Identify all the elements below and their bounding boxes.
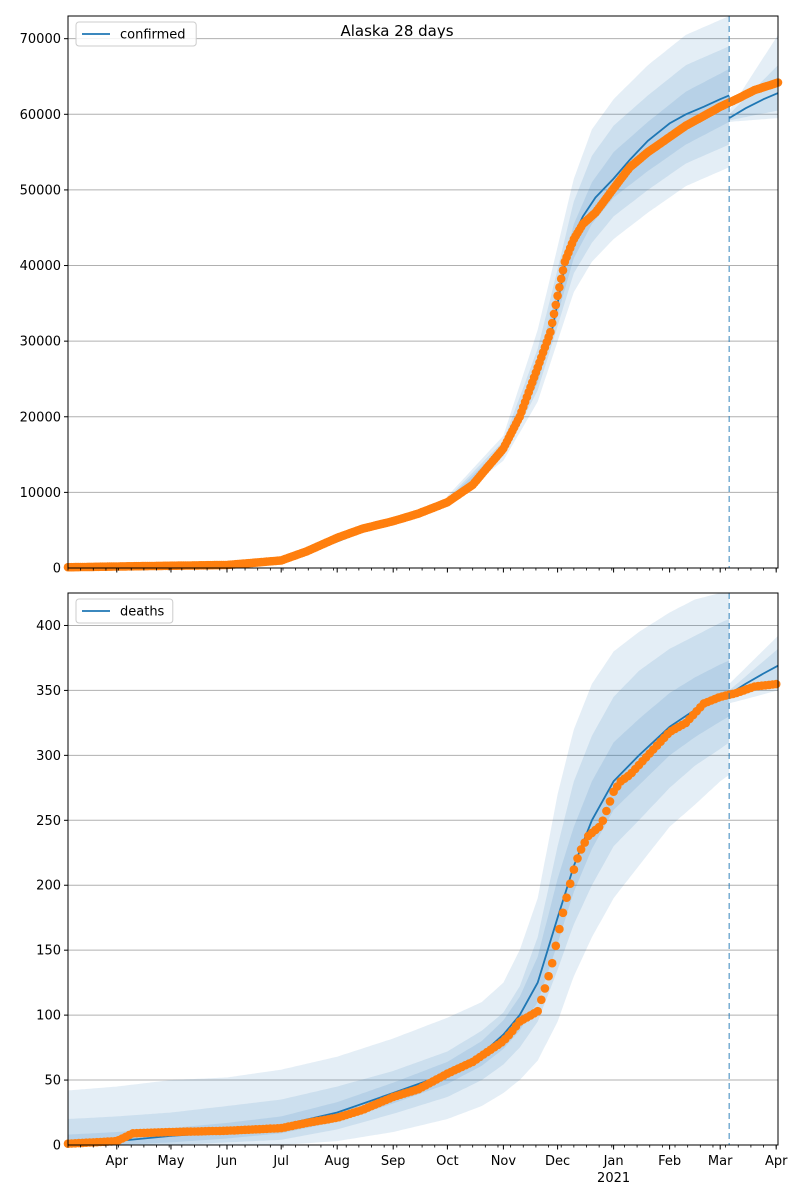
y-tick-label: 0 — [53, 1139, 61, 1154]
x-tick-label: Nov — [491, 1154, 517, 1169]
legend: confirmed — [75, 21, 197, 47]
observed-point — [558, 908, 568, 918]
confirmed-chart: 0 10000 20000 30000 40000 50000 60000 70000 conf… — [20, 15, 783, 577]
observed-point — [540, 984, 550, 993]
y-tick-label: 350 — [36, 684, 61, 699]
uncertainty-band — [68, 619, 730, 1145]
observed-point — [555, 924, 564, 934]
observed-point — [551, 300, 561, 310]
legend: deaths — [75, 598, 174, 624]
y-tick-label: 20000 — [20, 410, 61, 425]
y-tick-label: 50000 — [20, 183, 61, 198]
y-tick-label: 70000 — [20, 32, 61, 47]
observed-point — [551, 941, 561, 951]
x-tick-label: Sep — [381, 1154, 406, 1169]
observed-point — [556, 274, 566, 284]
observed-point — [569, 865, 579, 874]
plot-frame — [67, 592, 779, 1146]
x-tick-label: Apr — [765, 1154, 788, 1169]
observed-point — [546, 327, 555, 337]
uncertainty-band — [68, 660, 730, 1145]
x-tick-label: Apr — [106, 1154, 129, 1169]
observed-point — [771, 679, 781, 689]
y-tick-label: 300 — [36, 749, 61, 764]
y-tick-label: 250 — [36, 814, 61, 829]
x-tick-sublabel: 2021 — [597, 1171, 630, 1186]
y-tick-label: 30000 — [20, 335, 61, 350]
observed-point — [555, 283, 564, 292]
observed-point — [549, 309, 559, 319]
legend-box — [75, 21, 197, 47]
observed-point — [576, 845, 586, 854]
x-tick-label: Jul — [272, 1154, 289, 1169]
deaths-chart: 0 50 100 150 200 250 300 350 400 Apr May Jun Jul Aug S… — [36, 592, 788, 1186]
observed-point — [553, 291, 562, 301]
uncertainty-band — [447, 16, 730, 506]
observed-point — [594, 822, 604, 832]
observed-point — [558, 266, 568, 275]
observed-point — [537, 995, 546, 1005]
uncertainty-band — [68, 593, 730, 1145]
legend-label: confirmed — [120, 28, 186, 43]
observed-point — [598, 816, 608, 825]
x-tick-label: Dec — [545, 1154, 570, 1169]
y-tick-label: 50 — [44, 1074, 61, 1089]
x-tick-label: Mar — [708, 1154, 733, 1169]
y-tick-label: 200 — [36, 879, 61, 894]
y-tick-label: 40000 — [20, 259, 61, 274]
observed-point — [573, 854, 582, 863]
uncertainty-band — [447, 46, 730, 504]
observed-point — [547, 318, 557, 328]
observed-point — [565, 879, 575, 888]
plot-frame — [67, 15, 779, 569]
observed-point — [605, 797, 615, 806]
observed-point — [580, 838, 589, 847]
observed-point — [547, 958, 557, 968]
legend-label: deaths — [120, 605, 165, 620]
legend-box — [75, 598, 174, 624]
y-tick-label: 10000 — [20, 486, 61, 501]
observed-point — [544, 971, 553, 981]
y-tick-label: 0 — [53, 562, 61, 577]
observed-point — [533, 1006, 542, 1016]
y-tick-label: 60000 — [20, 108, 61, 123]
x-tick-label: Jun — [216, 1154, 237, 1169]
uncertainty-band — [447, 68, 730, 503]
y-tick-label: 400 — [36, 619, 61, 634]
figure-title: Alaska 28 days — [340, 22, 453, 40]
observed-point — [602, 806, 611, 816]
x-tick-label: Oct — [436, 1154, 458, 1169]
x-tick-label: Jan — [603, 1154, 624, 1169]
x-tick-label: May — [158, 1154, 185, 1169]
x-tick-label: Feb — [658, 1154, 681, 1169]
forecast-model-line — [728, 92, 779, 119]
x-tick-label: Aug — [324, 1154, 349, 1169]
y-tick-label: 100 — [36, 1009, 61, 1024]
y-tick-label: 150 — [36, 944, 61, 959]
observed-point — [562, 893, 571, 902]
